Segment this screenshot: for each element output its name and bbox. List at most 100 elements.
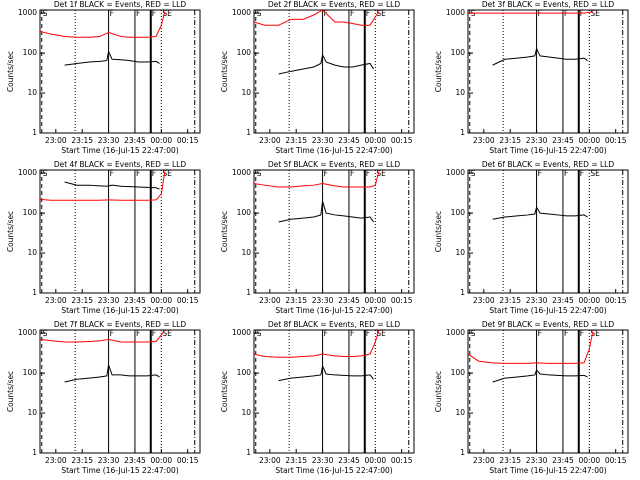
series-line — [40, 171, 166, 201]
plot-frame — [467, 169, 629, 294]
x-tick-label: 00:15 — [391, 456, 413, 465]
event-label: F — [538, 329, 542, 338]
event-label: F — [350, 9, 354, 18]
x-tick-label: 23:45 — [552, 136, 574, 145]
plot-frame — [467, 9, 629, 134]
panel: Det 9f BLACK = Events, RED = LLD Counts/s… — [434, 320, 629, 475]
x-tick-label: 23:45 — [338, 136, 360, 145]
chart-title: Det 5f BLACK = Events, RED = LLD — [268, 160, 401, 169]
y-tick-label: 100 — [451, 368, 466, 377]
event-label: F — [350, 169, 354, 178]
event-label: SE — [376, 329, 386, 338]
event-label: F — [136, 169, 140, 178]
y-tick-label: 10 — [27, 248, 37, 257]
y-tick-label: 1000 — [18, 168, 37, 177]
plot-frame — [39, 9, 201, 134]
event-label: F — [110, 329, 114, 338]
series-line — [254, 330, 380, 358]
series-line — [492, 47, 588, 66]
x-tick-label: 23:00 — [473, 296, 495, 305]
panel: Det 7f BLACK = Events, RED = LLD Counts/s… — [6, 320, 201, 475]
event-label: S — [257, 169, 262, 178]
y-tick-label: 100 — [23, 48, 38, 57]
event-label: SE — [162, 9, 172, 18]
x-tick-label: 23:30 — [312, 136, 334, 145]
panel: Det 6f BLACK = Events, RED = LLD Counts/s… — [434, 160, 629, 315]
event-label: F — [152, 169, 156, 178]
y-tick-label: 1000 — [446, 168, 465, 177]
y-axis-label: Counts/sec — [220, 211, 229, 252]
x-tick-label: 00:15 — [391, 296, 413, 305]
y-axis-label: Counts/sec — [220, 51, 229, 92]
x-tick-label: 23:15 — [71, 456, 93, 465]
event-label: F — [136, 9, 140, 18]
y-tick-label: 1000 — [18, 328, 37, 337]
event-label: F — [366, 9, 370, 18]
y-axis-label: Counts/sec — [6, 211, 15, 252]
y-tick-label: 100 — [23, 208, 38, 217]
y-tick-label: 10 — [27, 408, 37, 417]
y-axis-label: Counts/sec — [220, 371, 229, 412]
event-label: S — [43, 9, 48, 18]
series-line — [254, 10, 380, 26]
plot-frame — [39, 329, 201, 454]
y-tick-label: 10 — [455, 408, 465, 417]
series-line — [492, 205, 588, 220]
plot-frame — [253, 329, 415, 454]
x-tick-label: 23:00 — [45, 136, 67, 145]
chart-title: Det 7f BLACK = Events, RED = LLD — [54, 320, 187, 329]
y-tick-label: 1 — [32, 288, 37, 297]
chart-title: Det 3f BLACK = Events, RED = LLD — [482, 0, 615, 9]
y-tick-label: 1 — [246, 128, 251, 137]
plot-frame — [39, 169, 201, 294]
y-axis-label: Counts/sec — [6, 371, 15, 412]
series-line — [40, 330, 166, 343]
panel: Det 4f BLACK = Events, RED = LLD Counts/s… — [6, 160, 201, 315]
y-tick-label: 100 — [23, 368, 38, 377]
event-label: F — [350, 329, 354, 338]
event-label: S — [257, 9, 262, 18]
series-line — [64, 364, 160, 383]
x-tick-label: 00:00 — [365, 296, 387, 305]
x-axis-label: Start Time (16-Jul-15 22:47:00) — [61, 146, 178, 155]
series-line — [278, 53, 374, 75]
x-tick-label: 00:00 — [579, 456, 601, 465]
x-tick-label: 23:30 — [312, 296, 334, 305]
chart-title: Det 6f BLACK = Events, RED = LLD — [482, 160, 615, 169]
event-label: SE — [162, 169, 172, 178]
series-line — [254, 171, 380, 188]
y-tick-label: 1000 — [232, 168, 251, 177]
x-tick-label: 00:00 — [579, 296, 601, 305]
chart-title: Det 2f BLACK = Events, RED = LLD — [268, 0, 401, 9]
event-label: F — [580, 169, 584, 178]
series-line — [40, 11, 166, 38]
x-axis-label: Start Time (16-Jul-15 22:47:00) — [61, 306, 178, 315]
y-tick-label: 100 — [237, 368, 252, 377]
event-label: SE — [590, 329, 600, 338]
chart-title: Det 8f BLACK = Events, RED = LLD — [268, 320, 401, 329]
x-axis-label: Start Time (16-Jul-15 22:47:00) — [489, 466, 606, 475]
x-tick-label: 23:15 — [71, 136, 93, 145]
series-line — [64, 49, 160, 66]
event-label: F — [110, 169, 114, 178]
x-tick-label: 23:45 — [124, 136, 146, 145]
x-tick-label: 23:30 — [98, 136, 120, 145]
x-tick-label: 23:30 — [98, 296, 120, 305]
x-tick-label: 00:15 — [605, 456, 627, 465]
x-tick-label: 23:00 — [259, 136, 281, 145]
x-axis-label: Start Time (16-Jul-15 22:47:00) — [275, 466, 392, 475]
event-label: F — [136, 329, 140, 338]
chart-title: Det 9f BLACK = Events, RED = LLD — [482, 320, 615, 329]
y-tick-label: 100 — [451, 48, 466, 57]
event-label: S — [43, 329, 48, 338]
y-tick-label: 1000 — [18, 8, 37, 17]
y-tick-label: 100 — [237, 48, 252, 57]
x-tick-label: 23:15 — [285, 456, 307, 465]
y-tick-label: 10 — [241, 248, 251, 257]
x-tick-label: 23:15 — [499, 456, 521, 465]
y-axis-label: Counts/sec — [434, 51, 443, 92]
event-label: S — [471, 329, 476, 338]
x-tick-label: 00:15 — [177, 136, 199, 145]
event-label: F — [324, 169, 328, 178]
